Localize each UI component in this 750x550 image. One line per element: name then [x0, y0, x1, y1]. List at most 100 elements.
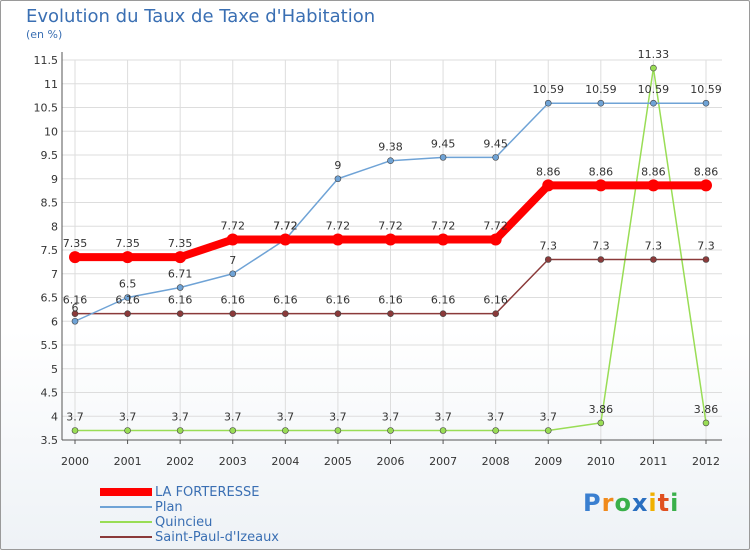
grid-layer	[62, 59, 722, 441]
data-label: 10.59	[533, 83, 565, 96]
y-tick-label: 5	[51, 363, 58, 376]
data-point	[387, 427, 394, 434]
data-point	[544, 256, 552, 263]
data-point	[492, 427, 499, 434]
data-point	[544, 99, 552, 107]
y-tick-label: 8	[51, 220, 58, 233]
data-point	[124, 294, 131, 301]
data-label: 8.86	[589, 165, 614, 178]
x-tick-label: 2000	[61, 455, 89, 468]
data-point	[71, 427, 79, 434]
y-tick-label: 9.5	[41, 149, 59, 162]
data-point	[650, 256, 657, 263]
data-point	[229, 310, 237, 317]
legend-item: Quincieu	[100, 515, 320, 530]
logo-letter: P	[583, 489, 602, 517]
data-label: 3.86	[589, 403, 614, 416]
data-label: 7.72	[273, 220, 298, 233]
data-label: 7.72	[326, 220, 351, 233]
x-tick-label: 2009	[534, 455, 562, 468]
y-tick-label: 11.5	[34, 54, 59, 67]
data-point	[650, 99, 657, 107]
data-point	[594, 179, 607, 192]
series-1	[71, 99, 710, 325]
data-label: 6.16	[483, 294, 508, 307]
data-point	[384, 233, 397, 246]
data-point	[174, 251, 187, 264]
data-point	[700, 179, 712, 192]
y-tick-label: 6.5	[41, 292, 59, 305]
x-tick-label: 2007	[429, 455, 457, 468]
data-label: 7.3	[645, 240, 663, 253]
data-label: 3.7	[224, 411, 242, 424]
data-point	[71, 317, 79, 325]
data-point	[229, 270, 237, 278]
data-label: 7	[229, 254, 236, 267]
legend-label: Quincieu	[155, 515, 213, 530]
x-tick-label: 2006	[377, 455, 405, 468]
data-label: 8.86	[641, 165, 666, 178]
logo-letter: i	[648, 489, 658, 517]
data-point	[489, 233, 502, 246]
chart-units: (en %)	[26, 28, 63, 41]
data-label: 11.33	[638, 48, 670, 61]
data-point	[71, 310, 79, 317]
data-label: 7.35	[115, 237, 140, 250]
x-tick-label: 2008	[482, 455, 510, 468]
data-label: 10.59	[638, 83, 670, 96]
data-label: 7.72	[431, 220, 456, 233]
y-tick-label: 9	[51, 173, 58, 186]
data-label: 6.16	[378, 294, 403, 307]
data-label: 3.7	[171, 411, 189, 424]
data-point	[544, 427, 552, 434]
data-label: 6.16	[168, 294, 193, 307]
data-label: 3.7	[277, 411, 295, 424]
data-label: 6.16	[326, 294, 351, 307]
data-label: 3.7	[540, 411, 558, 424]
data-label: 10.59	[690, 83, 722, 96]
y-tick-label: 10	[44, 125, 58, 138]
data-point	[597, 256, 605, 263]
data-point	[334, 310, 342, 317]
data-label: 7.72	[273, 220, 298, 233]
data-label: 9.45	[431, 137, 456, 150]
data-point	[229, 427, 237, 434]
data-label: 7.35	[63, 237, 88, 250]
series-layer	[69, 64, 712, 434]
data-label-layer: 7.35 7.35 7.35 7.72 7.72 7.72 7.72 7.72 7.72 8.86…	[63, 48, 722, 423]
data-label: 3.7	[487, 411, 505, 424]
x-tick-label: 2003	[219, 455, 247, 468]
data-point	[176, 310, 184, 317]
data-label: 7.3	[540, 240, 558, 253]
data-label: 6.16	[431, 294, 456, 307]
data-point	[69, 251, 81, 264]
data-label: 8.86	[536, 165, 561, 178]
y-tick-label: 4.5	[41, 387, 59, 400]
data-point	[647, 179, 660, 192]
x-tick-label: 2001	[114, 455, 142, 468]
data-label: 7.72	[378, 220, 403, 233]
legend-label: LA FORTERESSE	[155, 485, 260, 500]
data-point	[176, 284, 184, 291]
data-point	[439, 310, 447, 317]
data-label: 8.86	[694, 165, 719, 178]
data-point	[597, 99, 605, 107]
data-point	[226, 233, 239, 246]
data-point	[702, 419, 710, 427]
data-point	[124, 427, 131, 434]
y-tick-label: 3.5	[41, 434, 59, 447]
data-label: 7.72	[483, 220, 508, 233]
data-label: 7.3	[697, 240, 715, 253]
series-0	[69, 179, 712, 264]
y-tick-label: 7	[51, 268, 58, 281]
legend-label: Saint-Paul-d'Izeaux	[155, 530, 280, 545]
data-label: 6.71	[168, 268, 193, 281]
data-label: 9.38	[378, 141, 403, 154]
data-label: 9	[334, 159, 341, 172]
legend-swatch	[100, 506, 152, 508]
data-point	[334, 427, 342, 434]
series-3	[71, 256, 710, 317]
data-point	[121, 251, 134, 264]
data-point	[176, 427, 184, 434]
